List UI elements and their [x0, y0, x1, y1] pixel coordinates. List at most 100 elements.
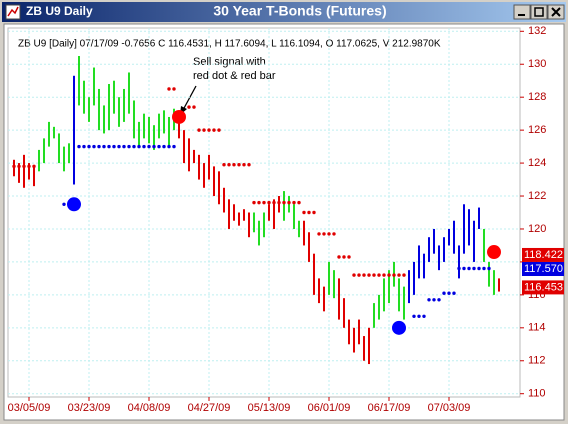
stop-dot: [132, 144, 136, 149]
stop-dot: [292, 200, 296, 205]
stop-dot: [382, 273, 386, 277]
stop-dot: [442, 291, 446, 295]
stop-dot: [427, 298, 431, 302]
chart-title: 30 Year T-Bonds (Futures): [213, 3, 386, 19]
signal-dot: [392, 320, 406, 335]
stop-dot: [237, 163, 241, 167]
stop-dot: [27, 164, 31, 169]
stop-dot: [112, 144, 116, 149]
signal-dot: [487, 245, 501, 260]
x-tick-label: 04/27/09: [188, 402, 231, 414]
stop-dot: [412, 314, 416, 318]
stop-dot: [302, 210, 306, 215]
stop-dot: [207, 128, 211, 132]
stop-dot: [357, 273, 361, 277]
stop-dot: [437, 298, 441, 302]
y-tick-label: 112: [528, 355, 546, 367]
stop-dot: [452, 291, 456, 295]
stop-dot: [107, 144, 111, 149]
maximize-button[interactable]: [530, 4, 548, 20]
price-label: 118.422: [524, 249, 563, 261]
x-tick-label: 04/08/09: [128, 402, 171, 414]
stop-dot: [142, 144, 146, 149]
signal-dot: [67, 197, 81, 212]
stop-dot: [482, 266, 486, 271]
window-title: ZB U9 Daily: [26, 4, 93, 18]
stop-dot: [317, 232, 321, 236]
stop-dot: [117, 144, 121, 149]
stop-dot: [227, 163, 231, 167]
annotation: red dot & red bar: [193, 70, 276, 82]
stop-dot: [417, 314, 421, 318]
stop-dot: [487, 266, 491, 271]
close-glyph: [551, 7, 561, 17]
minimize-button[interactable]: [513, 4, 531, 20]
stop-dot: [217, 128, 221, 132]
stop-dot: [262, 200, 266, 205]
x-tick-label: 06/17/09: [368, 402, 411, 414]
stop-dot: [232, 163, 236, 167]
y-tick-label: 110: [528, 388, 546, 400]
stop-dot: [397, 273, 401, 277]
stop-dot: [137, 144, 141, 149]
price-label: 116.453: [524, 281, 563, 293]
stop-dot: [272, 200, 276, 205]
stop-dot: [77, 144, 81, 149]
stop-dot: [12, 164, 16, 169]
price-label-box: [522, 280, 564, 295]
stop-dot: [432, 298, 436, 302]
stop-dot: [122, 144, 126, 149]
stop-dot: [472, 266, 476, 271]
stop-dot: [402, 273, 406, 277]
plot: 11011211411611812012212412612813013203/0…: [8, 25, 564, 414]
stop-dot: [332, 232, 336, 236]
y-tick-label: 114: [528, 322, 546, 334]
stop-dot: [157, 144, 161, 149]
window-buttons: [513, 4, 565, 20]
stop-dot: [462, 266, 466, 271]
stop-dot: [247, 163, 251, 167]
x-tick-label: 06/01/09: [308, 402, 351, 414]
stop-dot: [152, 144, 156, 149]
x-tick-label: 07/03/09: [428, 402, 471, 414]
y-tick-label: 122: [528, 190, 546, 202]
stop-dot: [347, 255, 351, 259]
stop-dot: [32, 164, 36, 169]
stop-dot: [297, 200, 301, 205]
annotation-arrow: [182, 85, 197, 111]
stop-dot: [172, 144, 176, 149]
app-icon-glyph: [7, 6, 19, 17]
annotation: Sell signal with: [193, 56, 266, 68]
stop-dot: [337, 255, 341, 259]
stop-dot: [202, 128, 206, 132]
title-bar: [2, 2, 566, 22]
price-label-box: [522, 262, 564, 277]
y-tick-label: 120: [528, 223, 546, 235]
stop-dot: [62, 202, 66, 206]
stop-dot: [367, 273, 371, 277]
stop-dot: [242, 163, 246, 167]
chart-area: [3, 23, 565, 421]
price-label-box: [522, 247, 564, 262]
stop-dot: [307, 210, 311, 215]
stop-dot: [362, 273, 366, 277]
stop-dot: [172, 87, 176, 91]
stop-dot: [212, 128, 216, 132]
x-tick-label: 03/05/09: [8, 402, 51, 414]
stop-dot: [282, 200, 286, 205]
stop-dot: [457, 266, 461, 271]
info-line: ZB U9 [Daily] 07/17/09 -0.7656 C 116.453…: [18, 39, 441, 50]
stop-dot: [22, 164, 26, 169]
signal-dot: [172, 109, 186, 124]
stop-dot: [17, 164, 21, 169]
stop-dot: [127, 144, 131, 149]
y-tick-label: 132: [528, 25, 546, 37]
stop-dot: [187, 105, 191, 109]
stop-dot: [287, 200, 291, 205]
stop-dot: [377, 273, 381, 277]
stop-dot: [192, 105, 196, 109]
stop-dot: [102, 144, 106, 149]
stop-dot: [342, 255, 346, 259]
stop-dot: [352, 273, 356, 277]
